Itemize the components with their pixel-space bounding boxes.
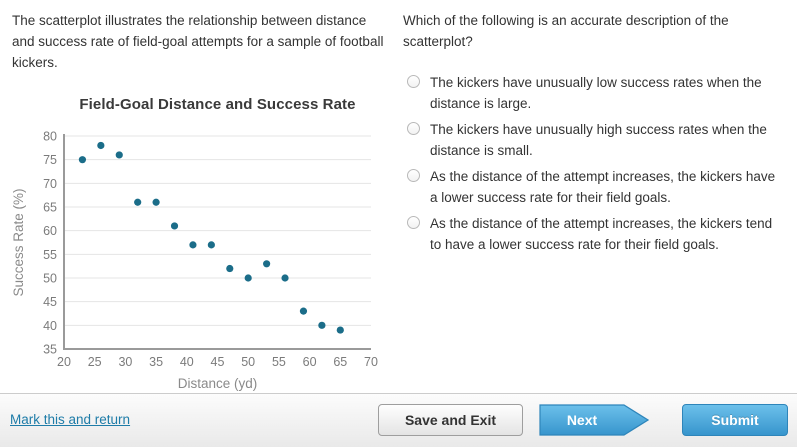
svg-text:50: 50: [43, 272, 57, 286]
radio-option-4[interactable]: [407, 216, 420, 229]
svg-text:30: 30: [118, 355, 132, 369]
scatterplot: Field-Goal Distance and Success Rate 20 2…: [8, 96, 386, 394]
svg-text:55: 55: [272, 355, 286, 369]
svg-text:45: 45: [43, 295, 57, 309]
answer-options: The kickers have unusually low success r…: [405, 72, 795, 260]
svg-text:55: 55: [43, 248, 57, 262]
answer-option-3[interactable]: As the distance of the attempt increases…: [405, 166, 795, 208]
svg-text:40: 40: [43, 319, 57, 333]
svg-text:50: 50: [241, 355, 255, 369]
answer-option-1[interactable]: The kickers have unusually low success r…: [405, 72, 795, 114]
svg-text:80: 80: [43, 130, 57, 144]
answer-option-2[interactable]: The kickers have unusually high success …: [405, 119, 795, 161]
radio-option-2[interactable]: [407, 122, 420, 135]
svg-text:45: 45: [211, 355, 225, 369]
submit-button[interactable]: Submit: [682, 404, 788, 436]
svg-text:65: 65: [43, 201, 57, 215]
svg-text:35: 35: [43, 343, 57, 357]
radio-option-1[interactable]: [407, 75, 420, 88]
next-button[interactable]: Next: [539, 404, 650, 436]
scatterplot-svg: 20 25 30 35 40 45 50 55 60 65 70 35 40 45 50 55 60 65 70 75…: [11, 130, 378, 392]
next-button-label: Next: [567, 412, 598, 428]
question-prompt: Which of the following is an accurate de…: [403, 13, 729, 49]
svg-text:20: 20: [57, 355, 71, 369]
save-exit-button[interactable]: Save and Exit: [378, 404, 523, 436]
option-label-2[interactable]: The kickers have unusually high success …: [430, 122, 767, 158]
svg-text:25: 25: [88, 355, 102, 369]
question-description: The scatterplot illustrates the relation…: [12, 13, 384, 70]
svg-text:35: 35: [149, 355, 163, 369]
mark-return-link[interactable]: Mark this and return: [10, 412, 131, 427]
svg-text:Distance (yd): Distance (yd): [178, 376, 258, 391]
svg-text:40: 40: [180, 355, 194, 369]
next-arrow-shape: [539, 404, 650, 436]
svg-text:70: 70: [364, 355, 378, 369]
svg-text:65: 65: [333, 355, 347, 369]
answer-option-4[interactable]: As the distance of the attempt increases…: [405, 213, 795, 255]
svg-text:60: 60: [303, 355, 317, 369]
svg-text:75: 75: [43, 153, 57, 167]
svg-text:60: 60: [43, 224, 57, 238]
chart-title: Field-Goal Distance and Success Rate: [79, 96, 356, 113]
svg-text:Success Rate (%): Success Rate (%): [11, 188, 26, 296]
option-label-3[interactable]: As the distance of the attempt increases…: [430, 169, 776, 205]
svg-text:70: 70: [43, 177, 57, 191]
radio-option-3[interactable]: [407, 169, 420, 182]
option-label-4[interactable]: As the distance of the attempt increases…: [430, 216, 773, 252]
option-label-1[interactable]: The kickers have unusually low success r…: [430, 75, 762, 111]
